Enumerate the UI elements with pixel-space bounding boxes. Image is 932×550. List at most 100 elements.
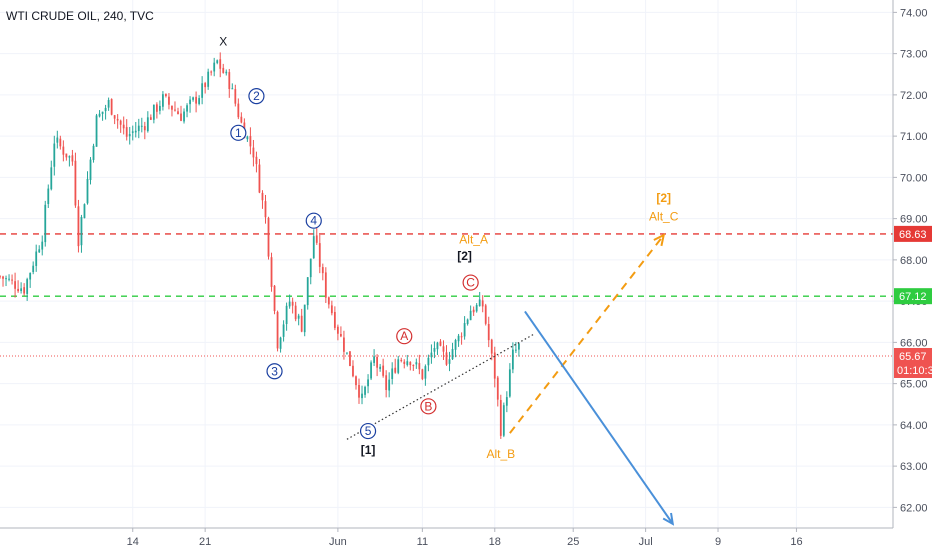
candle-body [340,334,342,337]
candle-body [98,113,101,117]
current-price-label: 65.67 [899,351,927,363]
wave-degree-label: [1] [361,443,376,457]
candle-body [77,206,80,247]
candle-body [358,384,360,398]
candle-body [379,366,382,369]
candle-body [324,272,327,298]
candle-body [427,357,430,366]
candle-body [355,376,357,386]
candle-body [143,126,146,131]
candle-body [285,305,288,325]
candle-body [8,278,10,280]
candle-body [252,147,255,158]
candle-body [201,83,204,98]
wave-label: 1 [235,126,242,140]
x-tick-label: 14 [127,536,139,548]
candle-body [460,336,463,338]
wave-circle-icon [248,88,265,105]
arrow-head-icon [653,233,666,247]
y-tick-label: 66.00 [900,337,928,349]
candle-body [152,104,155,120]
candle-body [35,251,38,266]
wave-circle-icon [305,212,322,229]
y-tick-label: 68.00 [900,255,928,267]
candle-body [92,145,95,160]
x-tick-label: 25 [567,536,579,548]
candle-body [246,136,249,140]
candle-body [231,88,234,90]
wave-x-label: X [219,34,227,48]
candle-body [487,324,490,341]
candle-body [168,96,170,105]
candle-body [349,351,351,366]
candle-body [403,361,406,364]
candle-body [433,347,436,352]
countdown-label: 01:10:3 [897,365,932,377]
wave-circle-icon [359,422,377,440]
candle-body [448,359,451,364]
level-price-badge [894,288,932,305]
candle-body [493,352,496,379]
wave-label: C [466,276,475,290]
candle-body [445,352,448,365]
candle-body [300,315,303,332]
candle-body [388,379,391,391]
wave-circle-icon [230,124,247,141]
x-tick-label: 16 [790,536,802,548]
wave-degree-label: [2] [457,249,472,263]
candle-body [496,377,499,400]
candle-body [80,216,83,246]
candle-body [391,368,394,380]
x-tick-label: 9 [715,536,721,548]
alt-wave-label: Alt_B [486,447,515,461]
price-badges: 68.63 67.12 65.67 01:10:3 [894,225,932,378]
candle-body [158,105,161,111]
candle-body [26,279,29,294]
candle-body [439,341,442,346]
candle-body [264,201,267,218]
candle-body [421,369,424,380]
candle-body [249,136,252,147]
candle-body [376,356,379,368]
time-axis[interactable]: 14 21 Jun 11 18 25 Jul 9 16 [127,528,803,548]
wave-annotations: X 2 1 4 3 5 A B C [1] [2] Alt_A Alt_B [2] Alt_C [219,34,678,461]
candle-body [14,281,16,289]
candle-body [113,115,116,119]
candle-body [352,365,354,377]
candle-body [282,324,285,337]
x-tick-label: Jul [639,536,653,548]
candle-body [116,118,119,121]
candle-body [137,125,140,132]
y-tick-label: 64.00 [900,420,928,432]
level-price-label: 68.63 [899,229,927,241]
candle-body [107,99,110,108]
candle-body [189,99,191,105]
candle-body [330,305,333,314]
candle-body [74,160,77,206]
candle-body [361,393,363,399]
candle-body [484,305,487,324]
candle-body [234,89,237,104]
candle-body [364,386,366,395]
alt-wave-label: Alt_A [459,232,488,246]
candle-body [56,137,59,143]
candle-body [59,138,62,147]
candle-body [183,111,185,122]
candle-body [204,83,207,88]
wave-label: 4 [310,214,317,228]
candle-body [508,369,511,397]
candle-body [195,96,197,104]
candle-body [20,288,23,292]
candle-body [219,59,222,69]
candle-body [346,352,348,354]
candles [0,52,520,439]
wave-circle-icon [396,328,413,345]
level-price-badge [894,225,932,242]
candle-body [44,204,47,243]
candle-body [397,359,400,373]
y-tick-label: 73.00 [900,49,928,61]
wave-circle-icon [420,398,437,415]
candle-body [336,326,339,334]
